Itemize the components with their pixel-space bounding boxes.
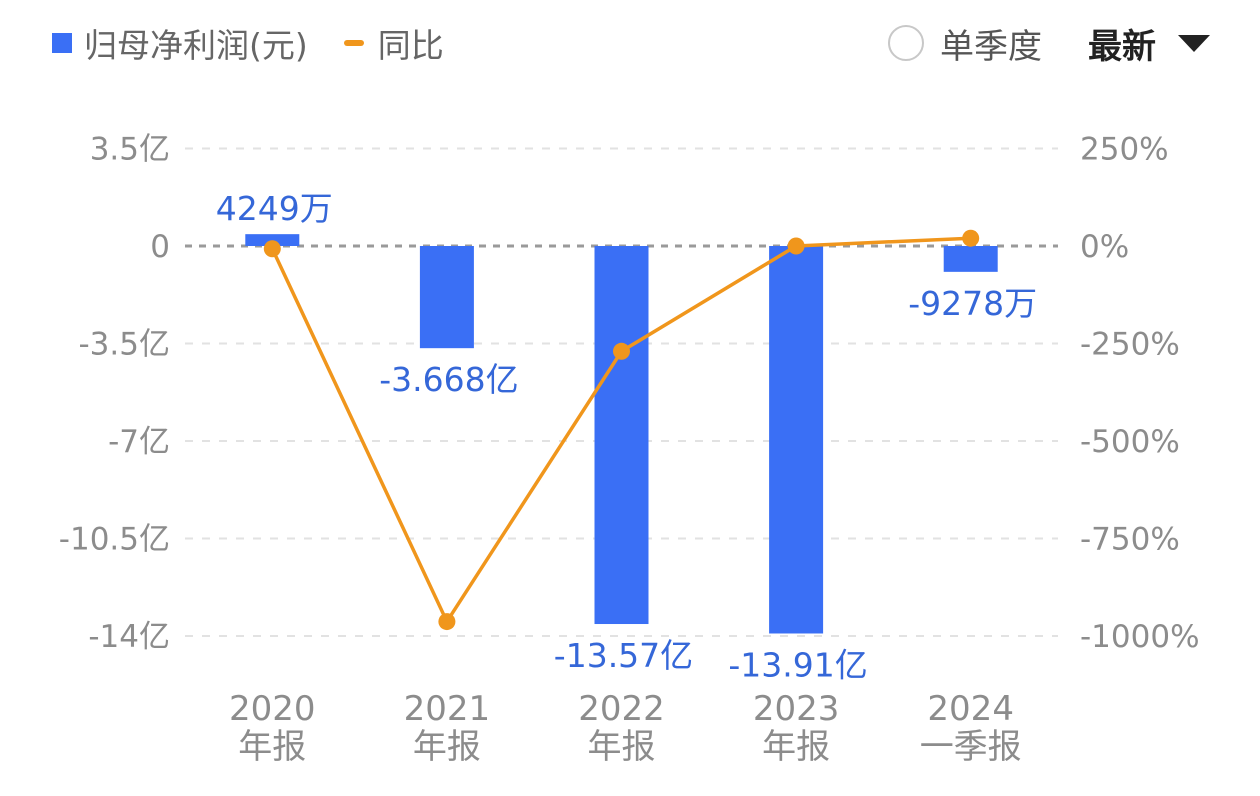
bar-series [245, 234, 998, 634]
right-tick-label: 0% [1080, 229, 1129, 265]
legend-item-yoy[interactable]: 同比 [343, 19, 444, 67]
left-axis: 3.5亿 0 -3.5亿 -7亿 -10.5亿 -14亿 [59, 132, 170, 656]
bar-value-label: -13.57亿 [554, 636, 693, 675]
bar-value-label: 4249万 [216, 189, 333, 228]
bar-swatch-icon [52, 33, 72, 53]
left-tick-label: -14亿 [88, 619, 170, 655]
yoy-point [613, 342, 630, 360]
right-axis: 250% 0% -250% -500% -750% -1000% [1080, 132, 1200, 656]
x-tick-year: 2021 [404, 689, 491, 729]
x-tick-year: 2024 [927, 689, 1014, 729]
right-tick-label: -250% [1080, 327, 1180, 363]
bar [769, 246, 824, 634]
bar [419, 246, 474, 349]
yoy-point [438, 613, 456, 631]
line-swatch-icon [343, 40, 364, 46]
bar-value-label: -9278万 [908, 284, 1037, 323]
x-tick-period: 一季报 [920, 727, 1022, 767]
bar-value-label: -3.668亿 [379, 360, 518, 399]
x-tick-period: 年报 [762, 727, 830, 767]
bar [245, 234, 300, 246]
line-series [263, 229, 980, 631]
chart-controls: 单季度 最新 [888, 18, 1210, 68]
x-tick-period: 年报 [413, 727, 481, 767]
left-tick-label: -3.5亿 [79, 327, 171, 363]
bar [594, 246, 649, 625]
x-tick-year: 2020 [229, 689, 316, 729]
yoy-point [962, 229, 980, 247]
x-tick-year: 2023 [753, 689, 840, 729]
legend: 归母净利润(元) 同比 [52, 18, 480, 68]
legend-label-yoy: 同比 [377, 26, 444, 65]
dropdown-arrow-icon[interactable] [1178, 34, 1210, 52]
legend-label-net-profit: 归母净利润(元) [84, 26, 308, 65]
bar-value-label: -13.91亿 [728, 645, 867, 684]
yoy-point [263, 240, 281, 258]
x-tick-period: 年报 [238, 727, 306, 767]
x-tick-period: 年报 [588, 727, 656, 767]
legend-item-net-profit[interactable]: 归母净利润(元) [52, 19, 308, 67]
bar [943, 246, 998, 272]
x-tick-year: 2022 [578, 689, 665, 729]
right-tick-label: -500% [1080, 424, 1180, 460]
left-tick-label: -7亿 [108, 424, 170, 460]
right-tick-label: -750% [1080, 522, 1180, 558]
single-quarter-radio[interactable] [888, 25, 924, 61]
left-tick-label: -10.5亿 [59, 522, 170, 558]
yoy-point [787, 237, 805, 255]
single-quarter-label[interactable]: 单季度 [940, 26, 1042, 67]
right-tick-label: -1000% [1080, 619, 1200, 655]
right-tick-label: 250% [1080, 132, 1169, 168]
data-labels: 4249万 -3.668亿 -13.57亿 -13.91亿 -9278万 [216, 189, 1037, 684]
left-tick-label: 3.5亿 [90, 132, 170, 168]
period-dropdown[interactable]: 最新 [1088, 26, 1156, 67]
left-tick-label: 0 [150, 229, 170, 265]
